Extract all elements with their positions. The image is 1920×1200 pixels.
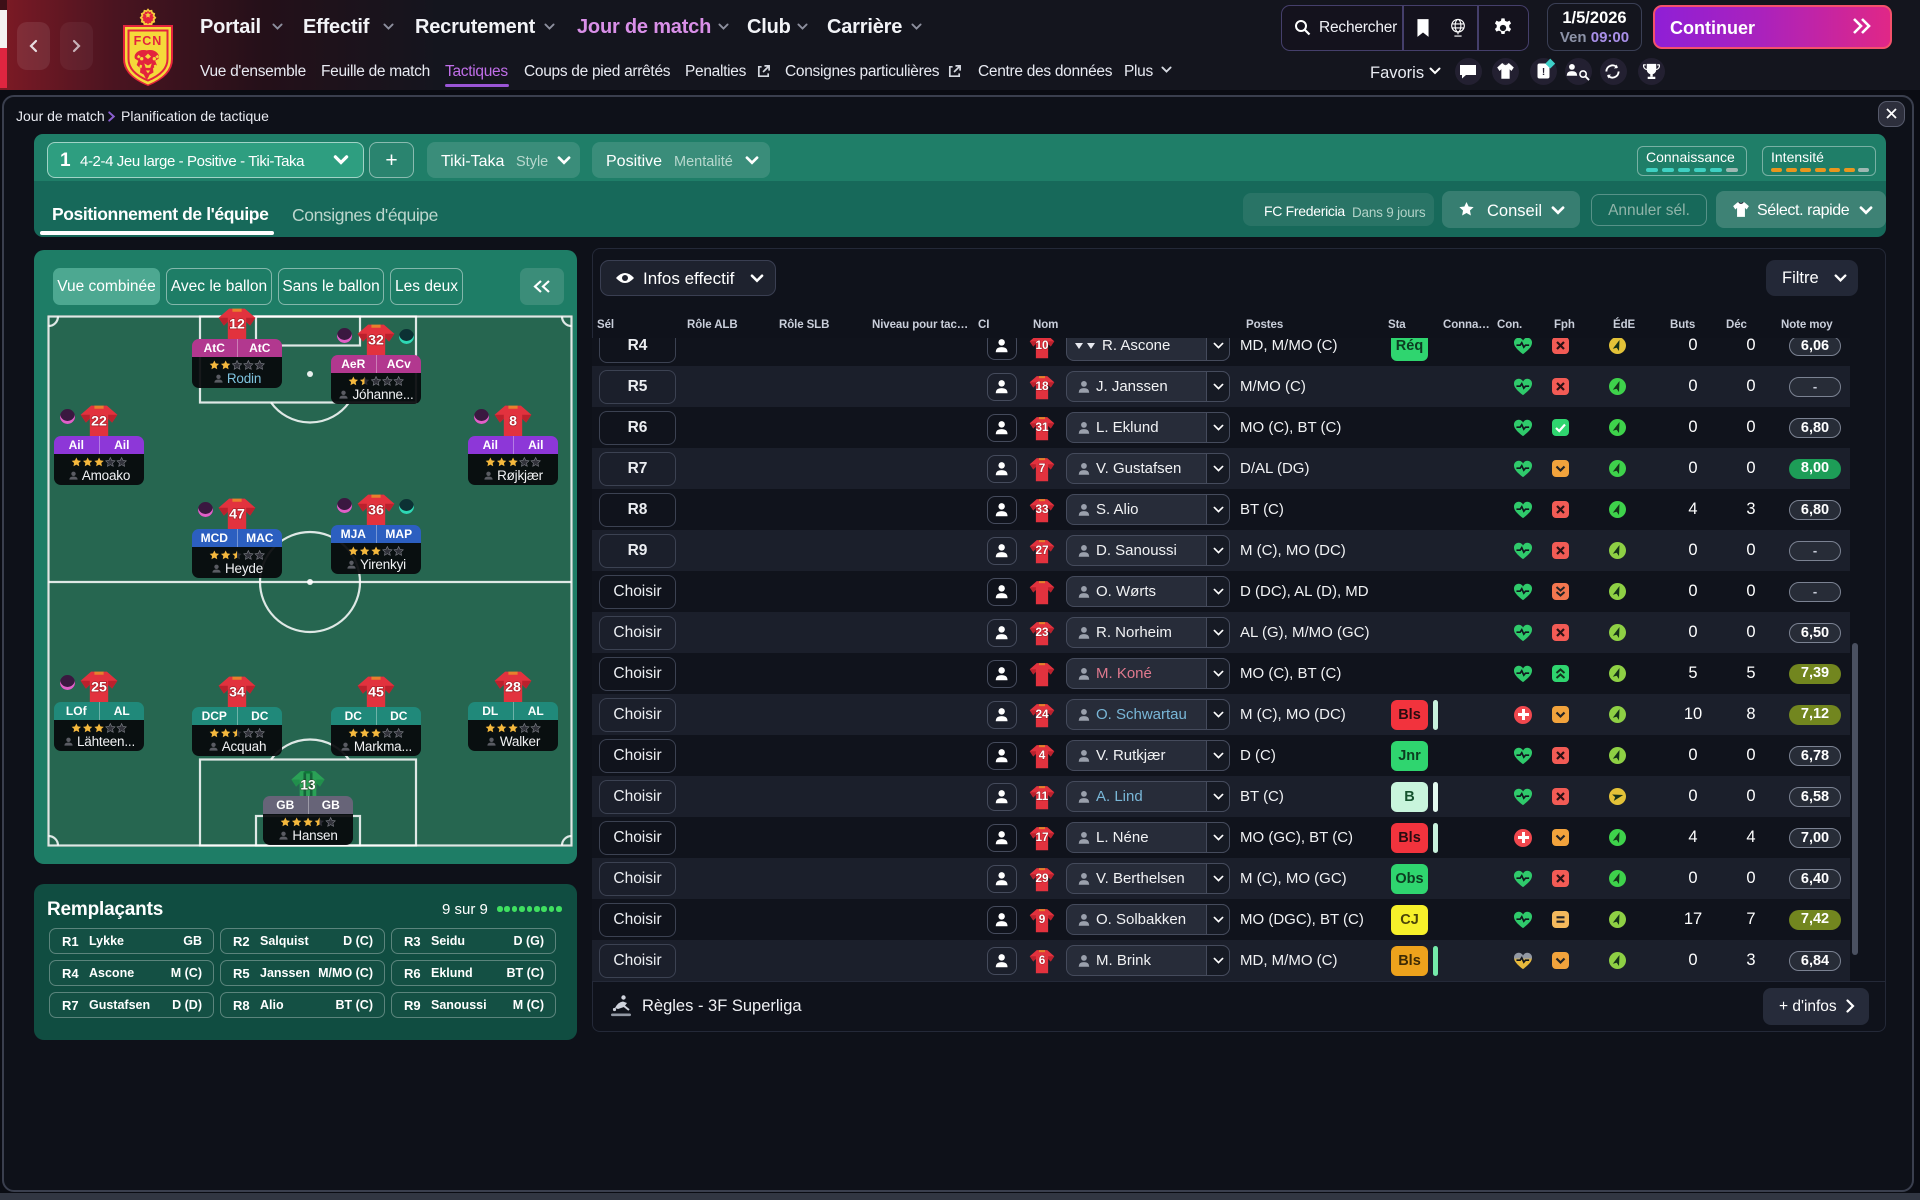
svg-text:34: 34: [229, 684, 245, 700]
svg-text:24: 24: [1035, 707, 1049, 721]
svg-text:33: 33: [1035, 502, 1049, 516]
svg-text:7: 7: [1039, 461, 1046, 475]
svg-text:23: 23: [1035, 625, 1049, 639]
svg-text:29: 29: [1035, 871, 1049, 885]
svg-text:32: 32: [368, 332, 384, 348]
svg-text:FCN: FCN: [134, 34, 163, 48]
svg-text:11: 11: [1036, 789, 1049, 803]
svg-text:25: 25: [91, 679, 107, 695]
svg-text:47: 47: [229, 506, 245, 522]
svg-text:17: 17: [1035, 830, 1049, 844]
svg-text:31: 31: [1035, 420, 1049, 434]
svg-text:45: 45: [368, 684, 384, 700]
svg-text:36: 36: [368, 502, 384, 518]
svg-text:4: 4: [1039, 748, 1046, 762]
svg-text:28: 28: [505, 679, 521, 695]
svg-text:9: 9: [1039, 912, 1046, 926]
svg-text:27: 27: [1035, 543, 1049, 557]
svg-text:13: 13: [300, 777, 316, 792]
svg-text:!: !: [1542, 67, 1545, 78]
svg-text:10: 10: [1035, 338, 1049, 352]
svg-text:22: 22: [91, 413, 107, 429]
svg-text:18: 18: [1035, 379, 1049, 393]
svg-text:12: 12: [229, 316, 245, 332]
svg-text:6: 6: [1039, 953, 1046, 967]
svg-text:8: 8: [509, 413, 517, 429]
